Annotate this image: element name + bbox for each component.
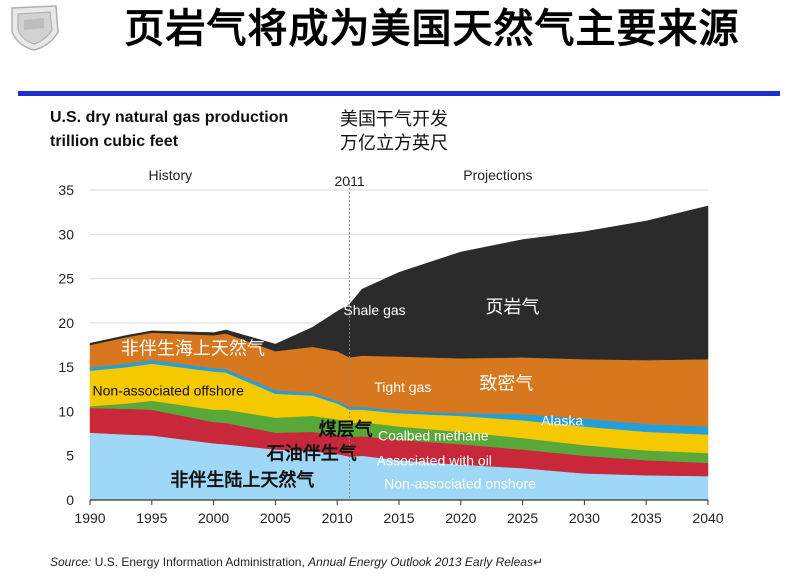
x-tick-label-1995: 1995 — [136, 510, 167, 526]
source-suffix: ↵ — [532, 555, 544, 569]
y-tick-label-20: 20 — [58, 315, 74, 331]
annotations: Shale gas 页岩气 Tight gas 致密气 Alaska 非伴生海上天然气 No… — [92, 297, 583, 491]
annotation-label-2: Tight gas — [374, 379, 431, 395]
y-tick-label-35: 35 — [58, 182, 74, 198]
y-tick-label-15: 15 — [58, 359, 74, 375]
chart-title-line1: U.S. dry natural gas production — [50, 109, 289, 126]
chart-title-cn-line2: 万亿立方英尺 — [340, 133, 448, 154]
x-tick-label-2040: 2040 — [692, 510, 723, 526]
source-text: U.S. Energy Information Administration, — [94, 555, 305, 569]
x-tick-label-2005: 2005 — [260, 510, 291, 526]
y-tick-label-0: 0 — [66, 492, 74, 508]
annotation-label-1: 页岩气 — [486, 297, 540, 318]
annotation-label-3: 致密气 — [479, 373, 533, 394]
chart-title-cn-line1: 美国干气开发 — [340, 109, 448, 130]
area-shale — [89, 205, 709, 361]
logo-seal — [11, 5, 59, 51]
annotation-label-5: 非伴生海上天然气 — [121, 339, 265, 360]
x-tick-label-2030: 2030 — [569, 510, 600, 526]
annotation-label-7: 煤层气 — [319, 418, 373, 440]
y-tick-label-30: 30 — [58, 226, 74, 242]
source-italic: Annual Energy Outlook 2013 Early Releas — [308, 555, 533, 569]
chart-title-cn: 美国干气开发 万亿立方英尺 — [340, 108, 448, 156]
area-series-group — [89, 205, 709, 501]
x-tick-label-2000: 2000 — [198, 510, 229, 526]
x-tick-label-2015: 2015 — [383, 510, 414, 526]
annotation-label-4: Alaska — [541, 413, 583, 429]
annotation-label-0: Shale gas — [343, 302, 405, 318]
annotation-label-6: Non-associated offshore — [92, 382, 244, 398]
region-label-history: History — [149, 167, 193, 183]
y-tick-label-25: 25 — [58, 271, 74, 287]
chart-title: U.S. dry natural gas production trillion… — [50, 106, 288, 154]
y-tick-label-10: 10 — [58, 403, 74, 419]
annotation-label-10: Associated with oil — [377, 452, 492, 468]
y-tick-label-5: 5 — [66, 448, 74, 464]
page-title: 页岩气将成为美国天然气主要来源 — [124, 6, 740, 52]
source-prefix: Source: — [50, 555, 92, 569]
chart-title-line2: trillion cubic feet — [50, 133, 179, 150]
annotation-label-8: Coalbed methane — [378, 428, 489, 444]
x-tick-label-2020: 2020 — [445, 510, 476, 526]
x-tick-label-2010: 2010 — [322, 510, 353, 526]
annotation-label-9: 石油伴生气 — [266, 442, 357, 464]
source-note: Source: U.S. Energy Information Administ… — [50, 555, 543, 569]
annotation-label-12: Non-associated onshore — [384, 475, 536, 491]
x-tick-label-2035: 2035 — [631, 510, 662, 526]
axes: 1990 1995 2000 2005 2010 2015 2020 2025 2030 2035… — [58, 167, 723, 526]
x-tick-label-2025: 2025 — [507, 510, 538, 526]
annotation-label-11: 非伴生陆上天然气 — [170, 469, 314, 491]
title-divider — [18, 91, 780, 96]
region-label-projections: Projections — [463, 167, 532, 183]
divider-label: 2011 — [335, 173, 365, 189]
x-tick-label-1990: 1990 — [74, 510, 105, 526]
